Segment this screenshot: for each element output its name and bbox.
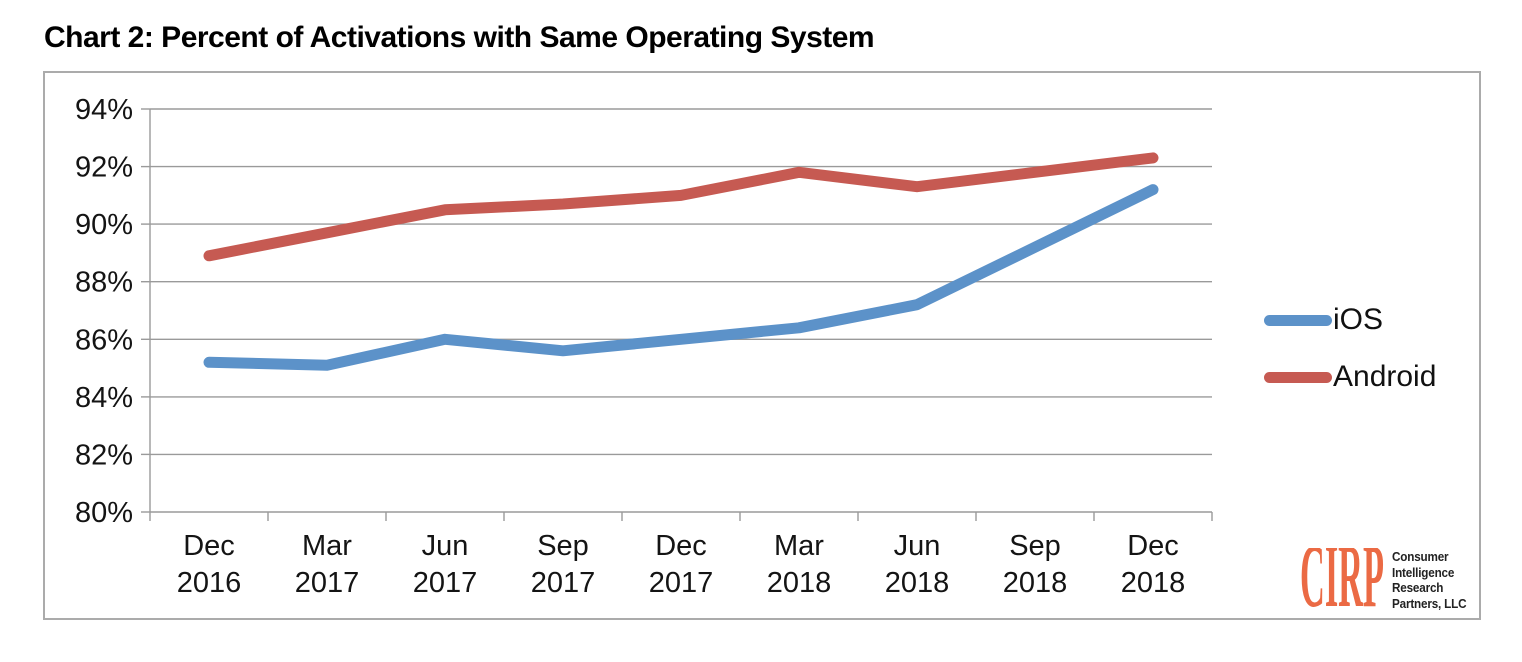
y-tick-label: 92% [75,152,133,184]
legend-item-android: Android [1264,359,1436,395]
cirp-logo-mark-icon: CIRP [1300,548,1384,612]
android-line-swatch-icon [1264,371,1332,383]
x-tick-label-month: Mar [302,530,352,562]
x-tick-label-month: Jun [422,530,469,562]
legend-item-ios: iOS [1264,302,1436,338]
x-tick-label-year: 2017 [649,567,714,599]
cirp-logo-line: Research [1392,580,1444,595]
chart-area: 80% 82% 84% 86% 88% 90% 92% 94% Dec 2016 Mar 2017 Ju… [43,71,1481,620]
cirp-logo-line: Intelligence [1392,564,1455,580]
y-tick-label: 82% [75,439,133,471]
legend: iOS Android [1264,302,1436,395]
legend-label-android: Android [1333,360,1437,393]
cirp-logo: CIRP Consumer Intelligence Research Part… [1299,548,1474,612]
y-tick-label: 80% [75,497,133,529]
cirp-logo-mark-text: CIRP [1300,548,1384,612]
x-tick-label-year: 2018 [767,567,832,599]
x-tick-label-year: 2018 [885,567,950,599]
x-tick-label-year: 2018 [1003,567,1068,599]
ios-line-swatch-icon [1264,314,1332,326]
x-tick-label-month: Jun [894,530,941,562]
x-tick-label-month: Sep [537,530,589,562]
chart-title: Chart 2: Percent of Activations with Sam… [44,21,875,54]
line-chart-plot: 80% 82% 84% 86% 88% 90% 92% 94% Dec 2016 Mar 2017 Ju… [75,94,1213,599]
series-line-ios [203,184,1159,371]
x-tick-label-month: Sep [1009,530,1061,562]
x-tick-label-month: Dec [1127,530,1179,562]
y-tick-label: 86% [75,324,133,356]
cirp-logo-text: Consumer Intelligence Research Partners,… [1392,549,1474,611]
cirp-logo-line: Partners, LLC [1392,595,1467,611]
y-tick-label: 88% [75,267,133,299]
y-tick-label: 94% [75,94,133,126]
x-tick-label-year: 2016 [177,567,242,599]
x-tick-label-month: Dec [183,530,235,562]
legend-label-ios: iOS [1333,303,1384,336]
cirp-logo-line: Consumer [1392,549,1449,564]
y-tick-label: 84% [75,382,133,414]
series-line-android [203,152,1159,262]
y-tick-label: 90% [75,209,133,241]
x-tick-label-month: Mar [774,530,824,562]
x-tick-label-month: Dec [655,530,707,562]
x-tick-label-year: 2017 [413,567,478,599]
x-tick-label-year: 2017 [531,567,596,599]
x-tick-label-year: 2018 [1121,567,1186,599]
x-tick-label-year: 2017 [295,567,360,599]
